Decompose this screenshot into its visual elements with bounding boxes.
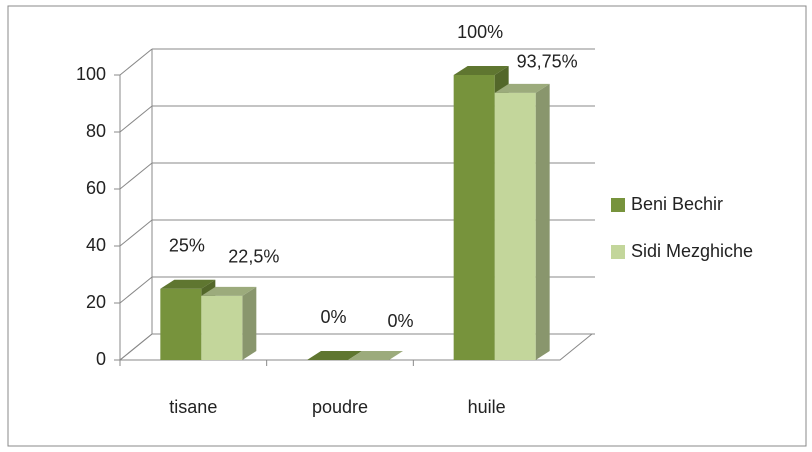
legend-label: Sidi Mezghiche: [631, 241, 753, 261]
bar-side: [535, 83, 550, 360]
grid-line: [119, 105, 153, 133]
bar: [201, 295, 243, 360]
bar: [494, 92, 536, 360]
bar-top: [348, 351, 403, 360]
grid-line: [119, 276, 153, 304]
bar: [160, 288, 202, 360]
legend-label: Beni Bechir: [631, 194, 723, 214]
legend-swatch: [611, 245, 625, 259]
bar-top: [307, 351, 362, 360]
bar-top: [494, 83, 550, 93]
y-tick-label: 100: [76, 64, 106, 84]
bar-top: [201, 286, 257, 296]
x-tick-label: poudre: [312, 397, 368, 417]
data-label: 93,75%: [517, 52, 578, 72]
bar-top: [160, 279, 216, 289]
grid-line: [119, 219, 153, 247]
y-tick-label: 40: [86, 235, 106, 255]
data-label: 0%: [320, 307, 346, 327]
bar-top: [453, 66, 509, 75]
grid-line: [119, 333, 153, 361]
x-tick-label: huile: [468, 397, 506, 417]
bar: [453, 75, 495, 360]
y-tick-label: 0: [96, 349, 106, 369]
y-tick-label: 80: [86, 121, 106, 141]
x-tick-label: tisane: [169, 397, 217, 417]
data-label: 25%: [169, 236, 205, 256]
y-tick-label: 20: [86, 292, 106, 312]
data-label: 100%: [457, 22, 503, 42]
chart-frame: [7, 5, 807, 447]
data-label: 0%: [387, 311, 413, 331]
y-tick-label: 60: [86, 178, 106, 198]
bar-side: [242, 286, 257, 360]
grid-line: [119, 162, 153, 190]
data-label: 22,5%: [228, 247, 279, 267]
grid-line: [119, 48, 153, 76]
legend-swatch: [611, 198, 625, 212]
